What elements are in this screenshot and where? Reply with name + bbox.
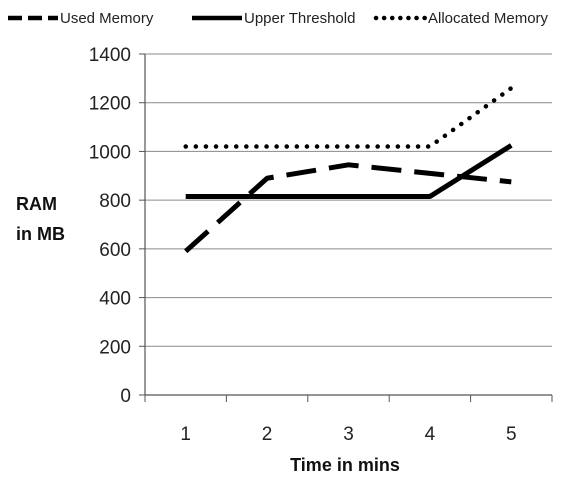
y-axis-label-line-1: RAM bbox=[16, 194, 57, 214]
legend: Used Memory Upper Threshold Allocated Memo… bbox=[8, 10, 549, 27]
series-line-upper-threshold bbox=[185, 143, 513, 199]
x-tick-label: 3 bbox=[343, 424, 354, 445]
y-tick-label: 200 bbox=[99, 337, 131, 358]
legend-label-upper-threshold: Upper Threshold bbox=[244, 10, 355, 27]
y-tick-label: 600 bbox=[99, 240, 131, 261]
y-tick-label: 400 bbox=[99, 289, 131, 310]
gridlines bbox=[145, 53, 552, 347]
x-tick-label: 4 bbox=[425, 424, 436, 445]
y-tick-label: 1400 bbox=[89, 45, 131, 66]
axes bbox=[139, 53, 553, 402]
series-lines bbox=[183, 85, 514, 254]
y-tick-label: 0 bbox=[120, 386, 131, 407]
legend-label-used-memory: Used Memory bbox=[60, 10, 154, 27]
y-tick-label: 1200 bbox=[89, 94, 131, 115]
x-tick-label: 2 bbox=[262, 424, 273, 445]
y-tick-label: 1000 bbox=[89, 142, 131, 163]
y-tick-labels: 0 200 400 600 800 1000 1200 1400 bbox=[89, 45, 131, 407]
y-tick-label: 800 bbox=[99, 191, 131, 212]
x-tick-labels: 1 2 3 4 5 bbox=[180, 424, 516, 445]
y-axis-label-line-2: in MB bbox=[16, 224, 65, 244]
x-tick-label: 1 bbox=[180, 424, 191, 445]
x-axis-label: Time in mins bbox=[290, 455, 400, 475]
series-line-allocated-memory bbox=[183, 85, 514, 149]
legend-label-allocated-memory: Allocated Memory bbox=[428, 10, 549, 27]
series-line-used-memory bbox=[184, 162, 512, 254]
x-tick-label: 5 bbox=[506, 424, 517, 445]
